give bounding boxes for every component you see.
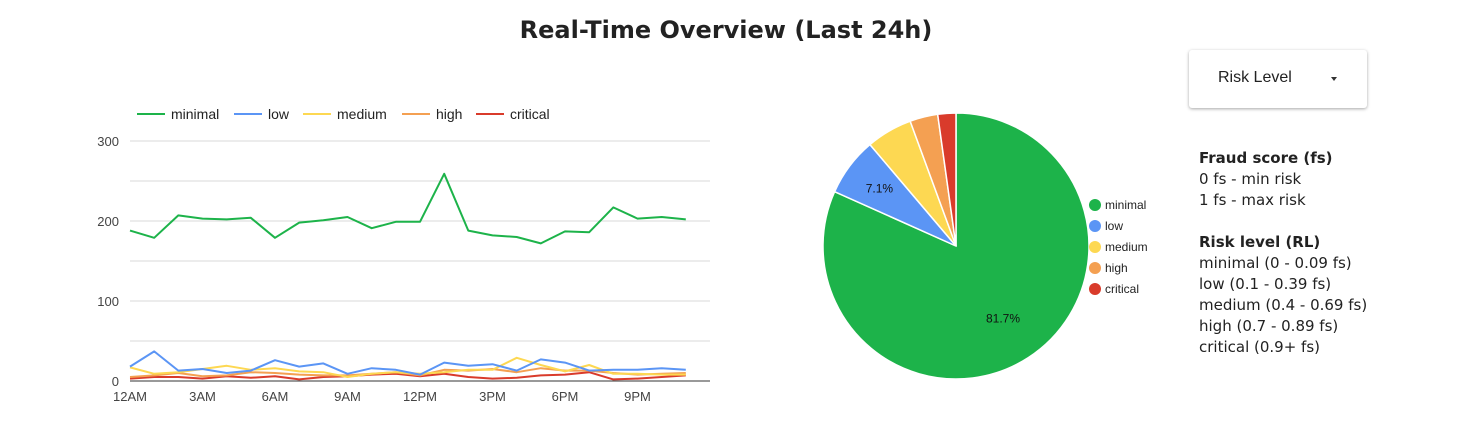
risk-level-dropdown-label: Risk Level — [1218, 69, 1292, 86]
series-line-minimal — [129, 172, 686, 245]
x-tick-label: 12AM — [113, 389, 147, 404]
legend-label: high — [1105, 261, 1128, 275]
y-tick-label: 0 — [112, 374, 119, 389]
series-line-low — [129, 350, 686, 376]
y-tick-label: 100 — [97, 294, 119, 309]
pie-slice-label: 7.1% — [866, 182, 894, 196]
x-tick-label: 6AM — [262, 389, 289, 404]
legend-swatch-critical — [1089, 283, 1101, 295]
legend-swatch-low — [1089, 220, 1101, 232]
fraud-score-line: 0 fs - min risk — [1199, 170, 1302, 188]
risk-level-line: medium (0.4 - 0.69 fs) — [1199, 296, 1368, 314]
risk-level-dropdown[interactable]: Risk Level — [1189, 50, 1367, 108]
line-chart: 0 100 200 300 12AM 3AM 6AM 9AM 12PM 3PM 6PM 9PM mini… — [97, 106, 710, 404]
x-tick-label: 3PM — [479, 389, 506, 404]
pie-slice-minimal — [822, 112, 1090, 380]
fraud-score-heading: Fraud score (fs) — [1199, 149, 1333, 167]
risk-level-line: high (0.7 - 0.89 fs) — [1199, 317, 1339, 335]
x-tick-label: 6PM — [552, 389, 579, 404]
legend-label: medium — [337, 106, 387, 122]
risk-level-heading: Risk level (RL) — [1199, 233, 1321, 251]
legend-label: critical — [510, 106, 550, 122]
x-tick-label: 9AM — [334, 389, 361, 404]
pie-slice-label: 81.7% — [986, 312, 1020, 326]
x-tick-label: 9PM — [624, 389, 651, 404]
risk-level-line: low (0.1 - 0.39 fs) — [1199, 275, 1332, 293]
pie-slice-critical — [936, 112, 957, 247]
series-line-critical — [129, 371, 686, 381]
legend-label: low — [268, 106, 290, 122]
y-tick-label: 200 — [97, 214, 119, 229]
page-title: Real-Time Overview (Last 24h) — [519, 16, 933, 44]
fraud-score-line: 1 fs - max risk — [1199, 191, 1306, 209]
x-tick-label: 12PM — [403, 389, 437, 404]
chevron-down-icon — [1331, 77, 1337, 81]
legend-label: critical — [1105, 282, 1139, 296]
legend-swatch-medium — [1089, 241, 1101, 253]
legend-label: minimal — [1105, 198, 1146, 212]
legend-label: low — [1105, 219, 1123, 233]
legend-swatch-minimal — [1089, 199, 1101, 211]
legend-swatch-high — [1089, 262, 1101, 274]
info-panel: Fraud score (fs) 0 fs - min risk 1 fs - … — [1199, 148, 1367, 358]
risk-level-line: minimal (0 - 0.09 fs) — [1199, 254, 1352, 272]
legend-label: high — [436, 106, 462, 122]
x-tick-label: 3AM — [189, 389, 216, 404]
risk-level-line: critical (0.9+ fs) — [1199, 338, 1320, 356]
pie-chart: 81.7% 7.1% minimal low medium high critical — [822, 112, 1148, 380]
legend-label: minimal — [171, 106, 219, 122]
y-tick-label: 300 — [97, 134, 119, 149]
legend-label: medium — [1105, 240, 1148, 254]
